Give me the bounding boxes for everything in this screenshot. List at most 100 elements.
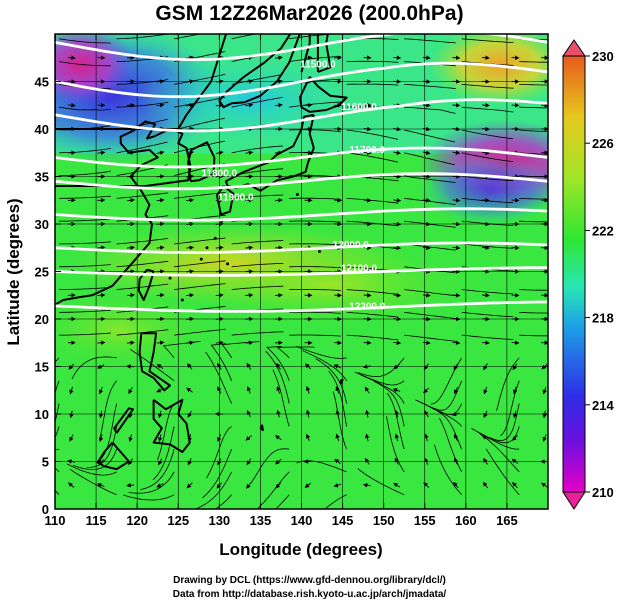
wind-arrow xyxy=(245,103,254,108)
streamline xyxy=(59,264,111,268)
streamline xyxy=(289,220,341,223)
x-axis-title: Longitude (degrees) xyxy=(219,540,382,559)
streamline xyxy=(346,60,399,63)
wind-arrow xyxy=(453,386,459,395)
wind-arrow xyxy=(363,150,372,155)
streamline xyxy=(55,467,60,473)
streamline xyxy=(231,97,283,108)
wind-arrow xyxy=(452,126,461,132)
streamline xyxy=(296,346,347,359)
wind-arrow xyxy=(542,434,547,442)
wind-arrow xyxy=(483,363,488,371)
wind-arrow xyxy=(305,363,311,370)
streamline xyxy=(404,175,456,183)
streamline xyxy=(346,220,399,227)
coastline-segment xyxy=(55,34,311,130)
wind-arrow xyxy=(215,340,224,345)
streamline xyxy=(55,403,60,424)
wind-arrow xyxy=(393,316,402,322)
wind-arrow xyxy=(156,483,164,488)
streamline xyxy=(404,38,456,44)
wind-arrow xyxy=(216,482,222,489)
wind-arrow xyxy=(305,409,311,418)
coastline-segment xyxy=(113,407,135,434)
wind-arrow xyxy=(186,293,195,298)
wind-arrow xyxy=(305,386,311,394)
streamline xyxy=(354,371,405,386)
streamline xyxy=(461,289,514,295)
wind-arrow xyxy=(97,198,106,203)
geopotential-contours xyxy=(55,34,548,313)
wind-arrow xyxy=(422,102,431,108)
wind-arrow xyxy=(304,482,312,488)
contour-line xyxy=(55,98,548,133)
wind-arrow xyxy=(156,150,165,155)
wind-arrow xyxy=(393,245,402,250)
wind-arrow xyxy=(482,292,490,298)
wind-arrow xyxy=(335,409,340,418)
streamline xyxy=(123,494,175,501)
x-axis-ticks: 110 115 120 125 130 135 140 145 150 155 160 165 xyxy=(45,34,518,528)
wind-arrow xyxy=(452,269,461,274)
wind-arrow xyxy=(68,482,75,488)
y-tick-label: 35 xyxy=(35,170,49,185)
wind-arrow xyxy=(512,363,518,371)
y-axis-title: Latitude (degrees) xyxy=(4,198,23,345)
wind-arrow xyxy=(217,362,222,370)
wind-arrow xyxy=(303,459,312,464)
wind-arrow xyxy=(69,386,74,395)
streamline xyxy=(519,312,548,314)
streamline xyxy=(99,380,117,437)
wind-arrow xyxy=(422,174,431,179)
streamline xyxy=(488,403,520,442)
streamline xyxy=(116,34,169,40)
wind-arrow xyxy=(186,387,193,393)
streamline xyxy=(59,287,111,290)
contour-line xyxy=(55,300,548,313)
wind-arrow xyxy=(127,198,135,203)
streamline xyxy=(66,463,117,476)
wind-arrow xyxy=(126,364,135,369)
streamline xyxy=(496,357,520,411)
wind-arrow xyxy=(246,410,251,418)
wind-arrow xyxy=(187,363,193,370)
x-tick-label: 145 xyxy=(332,513,354,528)
streamline xyxy=(59,106,111,111)
streamline xyxy=(404,334,456,342)
wind-arrow xyxy=(422,340,431,345)
wind-arrow xyxy=(511,126,520,132)
credit-drawing: Drawing by DCL (https://www.gfd-dennou.o… xyxy=(173,575,446,586)
wind-arrow xyxy=(127,221,135,227)
streamline xyxy=(231,285,284,290)
streamline xyxy=(231,74,283,85)
wind-arrow xyxy=(393,221,402,227)
wind-arrow xyxy=(362,364,371,369)
y-tick-label: 30 xyxy=(35,217,49,232)
wind-arrow xyxy=(186,245,195,251)
streamline xyxy=(346,198,399,204)
wind-arrow xyxy=(482,245,490,250)
streamline xyxy=(332,391,348,450)
streamline xyxy=(519,129,548,132)
coastline-segment xyxy=(96,441,130,471)
wind-arrow xyxy=(422,79,431,84)
streamline xyxy=(116,101,169,108)
coastline-segment xyxy=(259,424,264,432)
wind-arrow xyxy=(246,386,252,394)
streamline xyxy=(519,106,548,109)
wind-arrow xyxy=(452,221,461,227)
wind-arrow xyxy=(392,388,401,393)
wind-arrow xyxy=(245,198,254,203)
contour-label: 11500.0 xyxy=(300,59,336,70)
streamline xyxy=(73,448,117,470)
wind-arrow xyxy=(512,410,518,419)
wind-arrow xyxy=(215,150,224,155)
streamline xyxy=(174,192,226,199)
wind-arrow xyxy=(69,434,74,442)
wind-arrow xyxy=(483,457,488,465)
y-tick-label: 5 xyxy=(42,455,49,470)
wind-arrow xyxy=(452,340,461,345)
wind-arrow xyxy=(423,363,429,371)
streamline xyxy=(289,101,341,108)
wind-arrow xyxy=(364,457,370,465)
